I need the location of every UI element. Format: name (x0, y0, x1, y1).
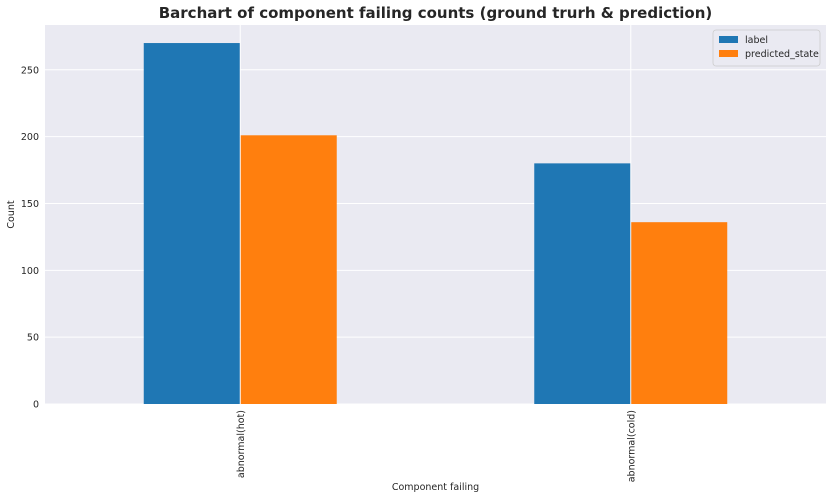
legend-swatch (719, 50, 738, 57)
y-tick-label: 250 (21, 65, 39, 76)
legend: label predicted_state (712, 29, 821, 67)
legend-label: predicted_state (745, 49, 819, 60)
y-tick-label: 150 (21, 199, 39, 210)
x-tick-label: abnormal(hot) (236, 410, 247, 478)
y-tick-label: 100 (21, 266, 39, 277)
chart-title: Barchart of component failing counts (gr… (159, 4, 713, 22)
y-tick-label: 200 (21, 132, 39, 143)
bars (143, 43, 728, 405)
x-tick-label: abnormal(cold) (626, 410, 637, 482)
bar-predicted_state-abnormal(hot) (240, 135, 337, 404)
legend-swatch (719, 36, 738, 43)
y-tick-label: 50 (27, 333, 39, 344)
y-axis-label: Count (6, 200, 17, 228)
y-tick-label: 0 (33, 400, 39, 411)
legend-box (712, 29, 821, 67)
bar-label-abnormal(cold) (534, 163, 631, 404)
legend-label: label (745, 35, 768, 46)
x-axis-ticks: abnormal(hot) abnormal(cold) (236, 410, 638, 482)
bar-predicted_state-abnormal(cold) (631, 222, 728, 404)
y-axis-ticks: 0 50 100 150 200 250 (21, 65, 39, 410)
x-axis-label: Component failing (392, 482, 479, 493)
bar-label-abnormal(hot) (143, 43, 240, 405)
